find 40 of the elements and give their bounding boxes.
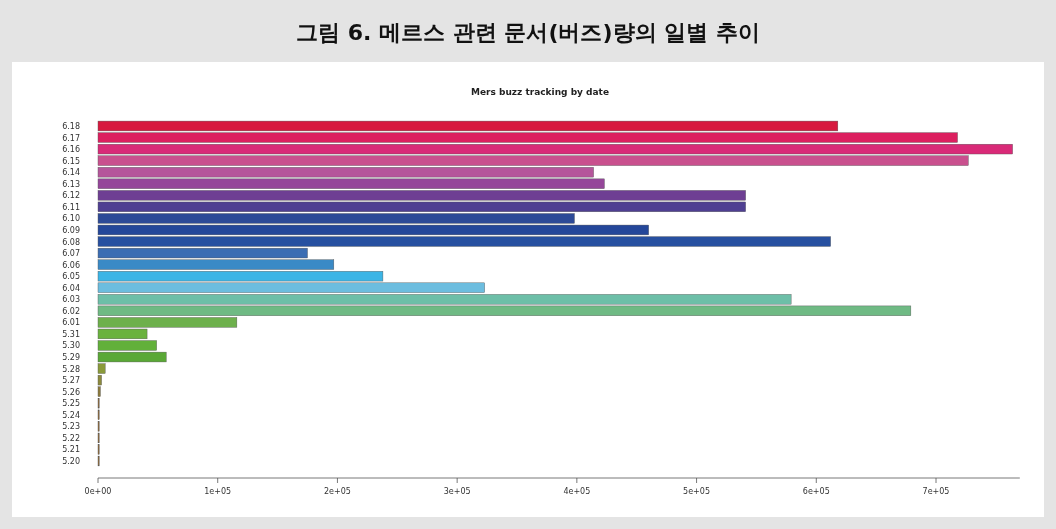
- chart-title: 그림 6. 메르스 관련 문서(버즈)량의 일별 추이: [296, 20, 760, 45]
- y-tick-label: 5.20: [62, 457, 80, 466]
- y-tick-label: 6.11: [62, 202, 80, 212]
- y-tick-label: 6.14: [62, 168, 80, 178]
- y-tick-label: 5.21: [62, 445, 80, 455]
- y-tick-label: 5.29: [62, 353, 80, 363]
- y-tick-label: 6.07: [62, 249, 80, 259]
- y-tick-label: 6.10: [62, 214, 80, 224]
- y-tick-label: 6.03: [62, 295, 80, 305]
- y-tick-label: 5.30: [62, 341, 80, 351]
- y-tick-label: 6.15: [62, 156, 80, 166]
- y-tick-label: 6.16: [62, 145, 80, 155]
- y-tick-label: 6.12: [62, 191, 80, 201]
- y-tick-label: 5.25: [62, 399, 80, 409]
- x-tick-label: 6e+05: [802, 487, 830, 496]
- y-tick-label: 6.01: [62, 318, 80, 328]
- y-tick-label: 5.24: [62, 410, 80, 420]
- chart-subtitle: Mers buzz tracking by date: [470, 87, 610, 97]
- x-tick-label: 2e+05: [323, 487, 351, 496]
- y-tick-label: 5.27: [62, 376, 80, 386]
- x-tick-label: 5e+05: [683, 487, 711, 496]
- y-tick-label: 6.06: [62, 260, 80, 270]
- y-tick-label: 6.08: [62, 237, 80, 247]
- y-tick-label: 5.26: [62, 387, 80, 397]
- y-tick-label: 6.05: [62, 272, 80, 282]
- y-tick-label: 6.18: [62, 122, 80, 131]
- y-tick-label: 6.13: [62, 179, 80, 189]
- y-tick-label: 6.02: [62, 306, 80, 316]
- x-tick-label: 3e+05: [443, 487, 471, 496]
- y-tick-label: 5.22: [62, 433, 80, 443]
- y-tick-label: 5.31: [62, 329, 80, 339]
- y-tick-label: 6.09: [62, 225, 80, 235]
- y-tick-label: 5.23: [62, 422, 80, 432]
- y-tick-label: 6.04: [62, 283, 80, 293]
- y-tick-label: 5.28: [62, 364, 80, 374]
- x-tick-label: 7e+05: [922, 487, 950, 496]
- x-tick-label: 1e+05: [204, 487, 232, 496]
- x-tick-label: 0e+00: [84, 487, 112, 496]
- x-tick-label: 4e+05: [563, 487, 591, 496]
- y-tick-label: 6.17: [62, 133, 80, 143]
